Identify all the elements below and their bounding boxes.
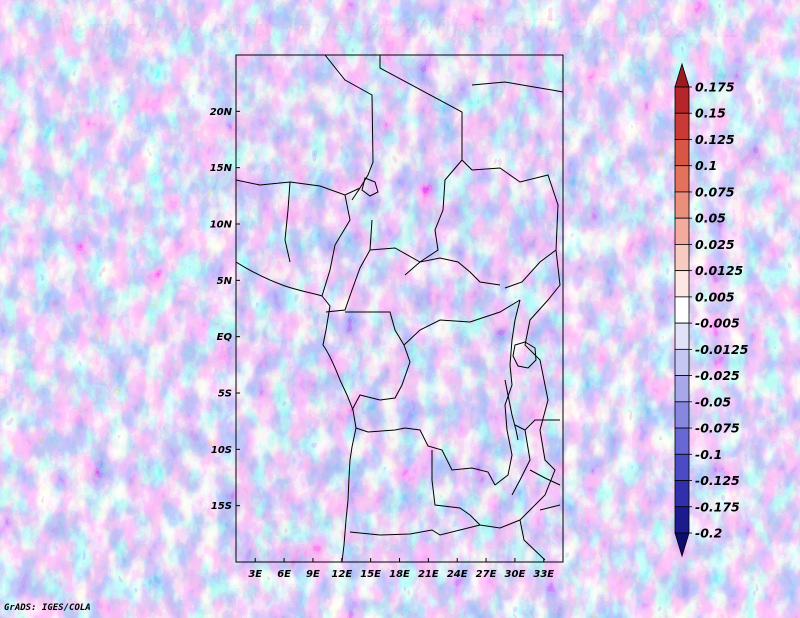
colorbar: 0.175 0.15 0.125 0.1 0.075 0.05 0.025 0.0125 0.0… [674, 62, 749, 558]
colorbar-swatch [674, 86, 690, 114]
coastline-west-africa [236, 261, 357, 562]
lon-tick-label: 18E [389, 569, 410, 580]
colorbar-label: 0.005 [695, 289, 735, 304]
latitude-axis: 20N 15N 10N 5N EQ 5S 10S 15S [210, 107, 240, 512]
lon-tick-label: 27E [476, 569, 497, 580]
border-nigeria [236, 179, 361, 297]
colorbar-label: 0.125 [695, 132, 735, 147]
colorbar-swatch [674, 401, 690, 429]
colorbar-swatch [674, 165, 690, 193]
colorbar-label: 0.1 [695, 158, 717, 173]
colorbar-label: -0.2 [695, 526, 722, 541]
colorbar-label: 0.175 [695, 80, 735, 95]
colorbar-label: -0.125 [695, 473, 740, 488]
colorbar-label: -0.005 [695, 316, 740, 331]
longitude-axis: 3E 6E 9E 12E 15E 18E 21E 24E 27E 30E 33E [248, 558, 554, 580]
border-libya-egypt-sudan [379, 55, 473, 171]
colorbar-swatch [674, 296, 690, 324]
colorbar-label: -0.025 [695, 368, 740, 383]
border-angola-zambia [349, 450, 521, 536]
border-mozambique [529, 469, 561, 511]
lon-tick-label: 12E [331, 569, 352, 580]
colorbar-top-arrow [674, 62, 690, 88]
lat-tick-label: 15N [210, 163, 233, 174]
colorbar-swatch [674, 191, 690, 219]
country-borders [236, 55, 563, 562]
lake-tanganyika [504, 379, 519, 441]
colorbar-swatch [674, 375, 690, 403]
colorbar-swatch [674, 348, 690, 376]
lat-tick-label: 10S [211, 445, 232, 456]
lon-tick-label: 9E [306, 569, 320, 580]
colorbar-bottom-arrow [674, 532, 690, 558]
colorbar-label: 0.05 [695, 211, 726, 226]
border-east-africa [519, 249, 561, 561]
colorbar-swatch [674, 427, 690, 455]
lon-tick-label: 30E [505, 569, 526, 580]
field-pattern [236, 55, 563, 562]
lon-tick-label: 21E [418, 569, 439, 580]
lat-tick-label: 10N [210, 220, 233, 231]
lat-tick-label: 20N [210, 107, 233, 118]
colorbar-label: 0.0125 [695, 263, 744, 278]
colorbar-swatch [674, 480, 690, 508]
lat-tick-label: 5S [218, 389, 232, 400]
colorbar-swatch [674, 506, 690, 534]
grads-credit: GrADS: IGES/COLA [4, 603, 91, 613]
lon-tick-label: 33E [533, 569, 554, 580]
border-tanzania-malawi [511, 419, 560, 496]
colorbar-label: 0.15 [695, 106, 726, 121]
lat-tick-label: 15S [211, 501, 232, 512]
colorbar-label: -0.0125 [695, 342, 749, 357]
nile-border-north [471, 81, 563, 93]
lat-tick-label: EQ [217, 332, 233, 343]
colorbar-swatch [674, 453, 690, 481]
colorbar-swatch [674, 112, 690, 140]
lake-victoria [512, 341, 537, 369]
border-south-sudan [471, 167, 559, 289]
border-angola-drc [355, 427, 496, 486]
border-congo-drc [345, 299, 521, 411]
colorbar-swatch [674, 139, 690, 167]
colorbar-label: -0.1 [695, 447, 722, 462]
colorbar-label: 0.075 [695, 184, 735, 199]
border-cameroon-car [325, 219, 501, 313]
colorbar-swatch [674, 244, 690, 272]
colorbar-swatch [674, 270, 690, 298]
colorbar-label: -0.075 [695, 421, 740, 436]
colorbar-label: 0.025 [695, 237, 735, 252]
lon-tick-label: 24E [447, 569, 468, 580]
lon-tick-label: 15E [360, 569, 381, 580]
colorbar-swatch [674, 217, 690, 245]
lat-tick-label: 5N [217, 276, 233, 287]
vertical-velocity-field [236, 55, 563, 562]
lon-tick-label: 6E [277, 569, 291, 580]
lon-tick-label: 3E [248, 569, 262, 580]
colorbar-label: -0.175 [695, 499, 740, 514]
colorbar-label: -0.05 [695, 394, 731, 409]
colorbar-swatch [674, 322, 690, 350]
lake-chad [361, 177, 379, 197]
map-title: Vertical velocity [m/s] at 200hPa, VT: 2… [57, 14, 743, 43]
